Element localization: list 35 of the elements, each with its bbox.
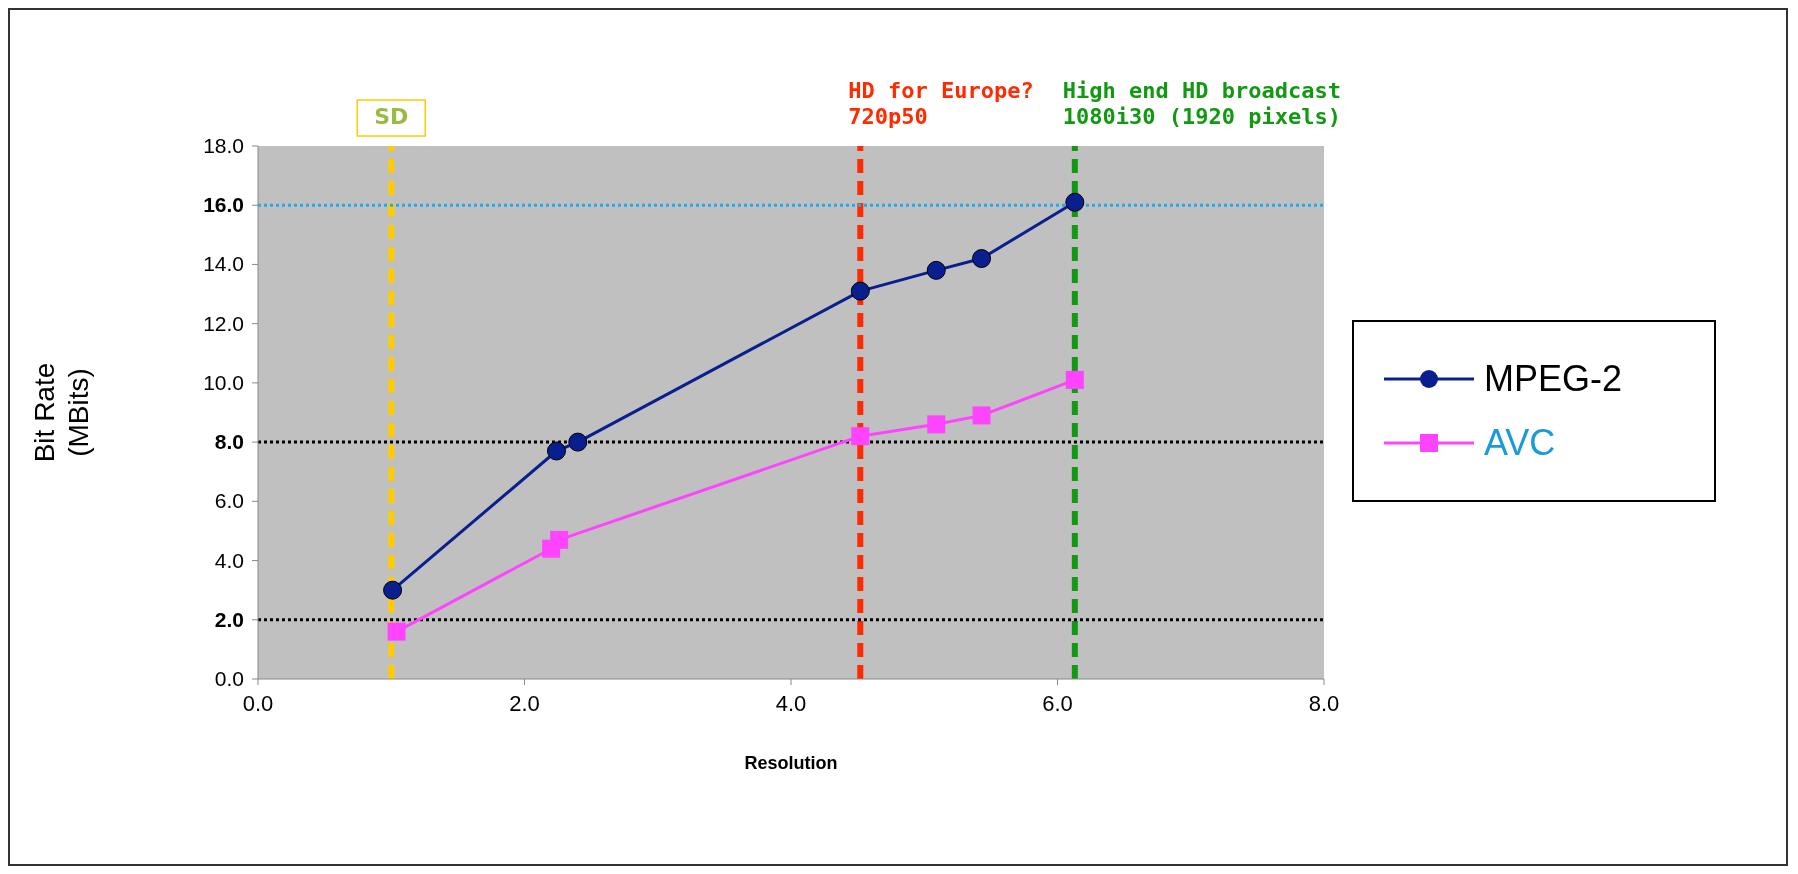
point xyxy=(926,260,946,280)
legend-label: AVC xyxy=(1484,422,1556,464)
x-tick-label: 8.0 xyxy=(1308,690,1340,716)
y-tick-label: 12.0 xyxy=(203,311,244,335)
y-tick-label: 4.0 xyxy=(214,548,244,572)
x-tick-label: 6.0 xyxy=(1042,690,1073,716)
y-tick-label: 16.0 xyxy=(203,193,244,217)
x-tick-label: 0.0 xyxy=(242,690,274,716)
ref-line-label: High end HD broadcast 1080i30 (1920 pixels) xyxy=(1062,78,1341,129)
point xyxy=(1065,192,1085,212)
point xyxy=(387,622,406,641)
point xyxy=(546,441,566,461)
x-axis-title: Resolution xyxy=(744,753,838,773)
y-tick-label: 2.0 xyxy=(214,607,244,631)
point xyxy=(972,406,991,425)
point xyxy=(550,530,569,549)
y-tick-label: 18.0 xyxy=(203,134,244,157)
y-tick-label: 6.0 xyxy=(214,489,244,513)
y-tick-label: 14.0 xyxy=(203,252,244,276)
y-tick-label: 8.0 xyxy=(214,430,244,454)
x-tick-label: 4.0 xyxy=(775,690,807,716)
x-tick-label: 2.0 xyxy=(509,690,540,716)
y-tick-label: 10.0 xyxy=(203,370,244,394)
point xyxy=(927,415,946,434)
ref-line-label: HD for Europe? 720p50 xyxy=(848,78,1034,129)
point xyxy=(1065,370,1084,389)
point xyxy=(850,281,870,301)
point xyxy=(383,580,403,600)
ref-line-label: SD xyxy=(374,104,409,129)
point xyxy=(568,432,588,452)
point xyxy=(972,249,992,269)
y-axis-title: Bit Rate (MBits) xyxy=(29,362,94,463)
legend-label: MPEG-2 xyxy=(1484,358,1623,400)
y-tick-label: 0.0 xyxy=(214,667,244,690)
point xyxy=(851,427,870,446)
